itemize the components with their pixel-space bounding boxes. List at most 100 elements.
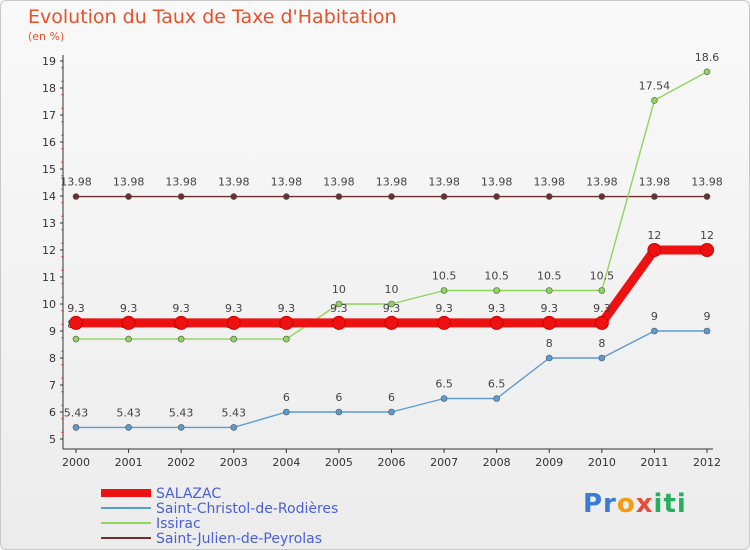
data-label: 9.3 xyxy=(120,302,138,315)
data-point xyxy=(230,193,238,200)
data-point xyxy=(489,315,504,330)
data-point xyxy=(283,193,290,200)
data-point xyxy=(121,315,136,330)
data-label: 13.98 xyxy=(165,176,197,189)
data-label: 8 xyxy=(598,337,605,350)
data-point xyxy=(703,193,711,200)
data-point xyxy=(651,97,658,104)
data-point xyxy=(493,193,500,200)
data-label: 10.5 xyxy=(432,270,457,283)
y-tick-label: 17 xyxy=(42,109,56,122)
data-label: 10.5 xyxy=(537,270,562,283)
data-label: 8 xyxy=(546,337,553,350)
data-point xyxy=(331,315,346,330)
series-line xyxy=(75,71,708,340)
data-label: 9 xyxy=(651,310,658,323)
data-point xyxy=(493,287,500,294)
data-point xyxy=(598,287,606,294)
data-label: 10 xyxy=(385,283,399,296)
data-label: 13.98 xyxy=(60,176,92,189)
data-label: 13.98 xyxy=(691,176,723,189)
data-point xyxy=(440,287,448,294)
data-label: 9.3 xyxy=(67,302,85,315)
data-point xyxy=(335,300,343,308)
data-point xyxy=(388,408,395,416)
data-point xyxy=(700,243,714,257)
data-label: 6 xyxy=(283,391,290,404)
chart-subtitle: (en %) xyxy=(28,30,65,43)
data-point xyxy=(69,315,83,330)
data-label: 5.43 xyxy=(222,406,247,419)
data-point xyxy=(388,300,395,308)
y-tick-label: 19 xyxy=(42,55,56,68)
data-point xyxy=(174,315,189,330)
data-point xyxy=(283,408,290,416)
data-point xyxy=(279,315,294,330)
data-point xyxy=(72,424,80,431)
data-label: 6.5 xyxy=(435,378,453,391)
data-point xyxy=(384,315,399,330)
data-point xyxy=(230,335,238,343)
x-tick-label: 2007 xyxy=(430,456,458,469)
y-tick-label: 8 xyxy=(49,352,56,365)
data-label: 6 xyxy=(335,391,342,404)
x-tick-label: 2009 xyxy=(535,456,563,469)
data-label: 13.98 xyxy=(218,176,250,189)
y-tick-label: 9 xyxy=(49,325,56,338)
y-tick-label: 10 xyxy=(42,298,56,311)
data-label: 9.3 xyxy=(383,302,401,315)
data-label: 5.43 xyxy=(116,406,141,419)
legend-label: Saint-Julien-de-Peyrolas xyxy=(156,531,322,547)
data-point xyxy=(545,287,553,294)
x-tick-label: 2008 xyxy=(483,456,511,469)
data-label: 12 xyxy=(700,229,714,242)
x-tick-label: 2000 xyxy=(62,456,90,469)
data-label: 9.3 xyxy=(172,302,190,315)
data-point xyxy=(651,193,658,200)
x-tick-label: 2001 xyxy=(115,456,143,469)
data-label: 9.3 xyxy=(593,302,611,315)
data-label: 10.5 xyxy=(484,270,509,283)
y-tick-label: 6 xyxy=(49,406,56,419)
data-point xyxy=(388,193,395,200)
data-point xyxy=(542,315,557,330)
data-label: 17.54 xyxy=(639,79,671,92)
data-label: 6.5 xyxy=(488,378,506,391)
data-label: 9.3 xyxy=(225,302,243,315)
data-label: 9.3 xyxy=(278,302,296,315)
chart-title: Evolution du Taux de Taxe d'Habitation xyxy=(28,6,397,28)
data-point xyxy=(545,193,553,200)
data-point xyxy=(335,408,343,416)
data-label: 10 xyxy=(332,283,346,296)
data-label: 10.5 xyxy=(590,270,615,283)
data-point xyxy=(703,68,711,76)
data-label: 13.98 xyxy=(639,176,671,189)
data-point xyxy=(440,193,448,200)
x-tick-label: 2003 xyxy=(220,456,248,469)
data-point xyxy=(598,193,606,200)
data-label: 13.98 xyxy=(586,176,618,189)
legend-label: SALAZAC xyxy=(156,486,221,502)
data-point xyxy=(177,424,185,431)
y-tick-label: 16 xyxy=(42,136,56,149)
data-point xyxy=(125,424,132,431)
data-label: 9.3 xyxy=(488,302,506,315)
data-point xyxy=(703,327,711,335)
data-label: 9 xyxy=(704,310,711,323)
data-point xyxy=(493,395,500,402)
y-tick-label: 11 xyxy=(42,271,56,284)
data-label: 9.3 xyxy=(435,302,453,315)
data-point xyxy=(335,193,343,200)
data-label: 5.43 xyxy=(64,406,89,419)
y-tick-label: 13 xyxy=(42,217,56,230)
data-label: 9.3 xyxy=(541,302,559,315)
y-tick-label: 5 xyxy=(49,433,56,446)
data-point xyxy=(230,424,238,431)
x-tick-label: 2005 xyxy=(325,456,353,469)
data-point xyxy=(647,243,662,257)
x-tick-label: 2006 xyxy=(378,456,406,469)
data-label: 13.98 xyxy=(323,176,355,189)
x-tick-label: 2004 xyxy=(272,456,300,469)
y-tick-label: 18 xyxy=(42,82,56,95)
